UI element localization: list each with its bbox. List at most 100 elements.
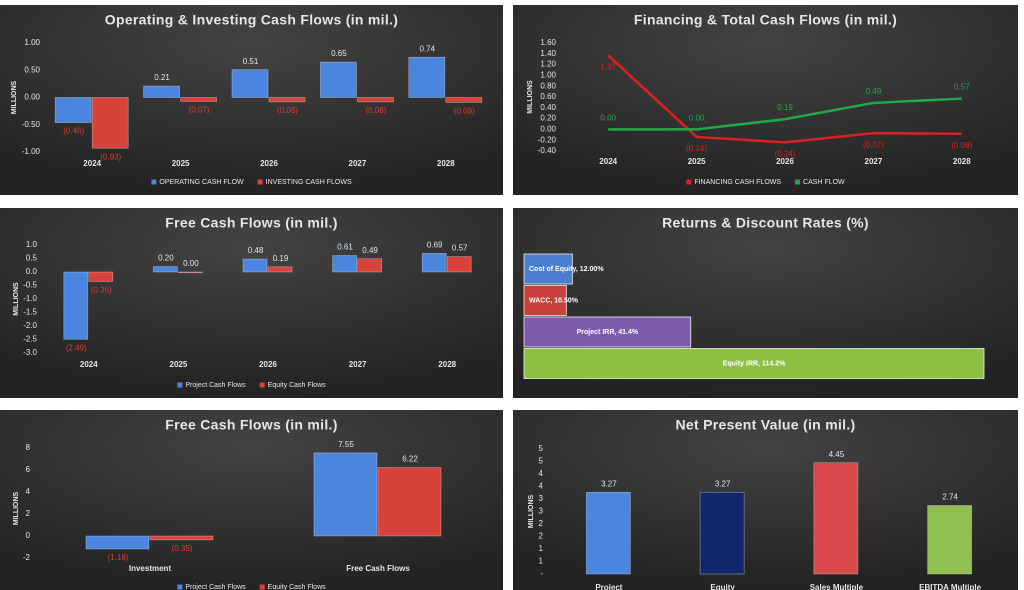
x-tick-label: 2024 <box>599 157 617 166</box>
y-axis-label: MILLIONS <box>528 494 535 528</box>
y-tick-label: -2.5 <box>23 335 37 344</box>
bar <box>523 316 692 348</box>
y-axis-label: MILLIONS <box>13 491 20 525</box>
value-label: (0.08) <box>277 106 298 115</box>
value-label: 0.19 <box>273 254 289 263</box>
legend: FINANCING CASH FLOWS CASH FLOW <box>686 179 845 186</box>
value-label: 0.74 <box>420 44 436 53</box>
value-label: (0.35) <box>172 544 193 553</box>
x-tick-label: 2026 <box>260 159 278 168</box>
bar <box>268 97 306 103</box>
value-label: 0.49 <box>362 246 378 255</box>
y-tick-label: -1.00 <box>22 147 41 156</box>
y-tick-label: 3 <box>539 494 544 503</box>
y-tick-label: 1.00 <box>24 38 40 47</box>
bar-label: WACC, 10.50% <box>529 297 579 304</box>
value-label: 7.55 <box>338 440 354 449</box>
y-tick-label: -0.5 <box>23 281 37 290</box>
bar <box>421 253 447 273</box>
value-label: (0.07) <box>863 140 884 149</box>
value-label: 3.27 <box>715 479 731 488</box>
x-tick-label: 2024 <box>83 159 101 168</box>
legend-label: INVESTING CASH FLOWS <box>266 179 352 186</box>
y-tick-label: 2 <box>539 532 544 541</box>
bar <box>586 491 631 575</box>
x-tick-label: Investment <box>129 564 172 573</box>
y-tick-label: 1 <box>539 544 544 553</box>
value-label: 0.61 <box>337 243 353 252</box>
bar <box>523 348 985 379</box>
bar <box>699 491 745 575</box>
bar-label: Project IRR, 41.4% <box>577 329 639 336</box>
bar <box>180 97 217 102</box>
legend-swatch <box>686 179 692 185</box>
x-tick-label: 2026 <box>259 360 277 369</box>
x-tick-label: Sales Multiple <box>810 583 864 590</box>
x-tick-label: 2025 <box>170 360 188 369</box>
y-tick-label: 0.80 <box>540 81 556 90</box>
legend-label: Equity Cash Flows <box>268 584 326 590</box>
y-tick-label: 1.00 <box>540 71 556 80</box>
line <box>607 54 962 144</box>
value-label: 0.19 <box>777 103 793 112</box>
value-label: 0.00 <box>183 259 199 268</box>
value-label: (0.09) <box>454 107 475 116</box>
legend-swatch <box>177 382 183 388</box>
x-tick-label: EBITDA Multiple <box>919 583 981 590</box>
legend-label: Equity Cash Flows <box>268 382 326 389</box>
y-tick-label: 2 <box>26 509 31 518</box>
x-tick-label: 2027 <box>349 159 367 168</box>
bar <box>149 535 214 541</box>
value-label: (0.07) <box>189 105 210 114</box>
chart-title: Free Cash Flows (in mil.) <box>165 417 337 433</box>
y-tick-label: 1 <box>539 557 544 566</box>
y-tick-label: 1.20 <box>540 60 556 69</box>
value-label: 0.48 <box>248 246 264 255</box>
y-tick-label: 4 <box>26 487 31 496</box>
legend: Project Cash Flows Equity Cash Flows <box>177 382 326 389</box>
bar <box>813 462 859 575</box>
bar <box>178 271 203 274</box>
value-label: (0.93) <box>100 152 121 161</box>
value-label: 6.22 <box>402 455 418 464</box>
bar <box>523 253 573 285</box>
bar <box>446 256 472 273</box>
value-label: 4.45 <box>829 450 845 459</box>
y-tick-label: -1.0 <box>23 294 37 303</box>
legend-swatch <box>259 382 265 388</box>
value-label: 0.57 <box>452 244 468 253</box>
value-label: 0.00 <box>689 114 705 123</box>
bar <box>91 97 129 149</box>
y-tick-label: 8 <box>26 443 31 452</box>
x-tick-label: 2028 <box>437 159 455 168</box>
bar <box>313 452 378 537</box>
bar <box>320 61 357 98</box>
bar <box>332 255 357 273</box>
y-tick-label: -0.50 <box>22 120 41 129</box>
bar-label: Cost of Equity, 12.00% <box>529 266 604 273</box>
bar <box>153 266 178 273</box>
legend-label: Project Cash Flows <box>185 584 246 590</box>
y-tick-label: 4 <box>539 469 544 478</box>
x-tick-label: Equity <box>710 583 735 590</box>
bar-label: Equity IRR, 114.2% <box>723 360 786 367</box>
y-tick-label: 0.60 <box>540 92 556 101</box>
value-label: 0.49 <box>866 87 882 96</box>
legend: OPERATING CASH FLOW INVESTING CASH FLOWS <box>151 179 352 186</box>
y-tick-label: 1.0 <box>26 240 38 249</box>
y-tick-label: 0.20 <box>540 114 556 123</box>
y-tick-label: 0.50 <box>24 65 40 74</box>
bar <box>357 97 394 103</box>
y-tick-label: 0.0 <box>26 267 38 276</box>
legend-swatch <box>795 179 801 185</box>
y-tick-label: 5 <box>539 444 544 453</box>
y-tick-label: -2.0 <box>23 321 37 330</box>
y-tick-label: -1.5 <box>23 308 37 317</box>
value-label: 0.65 <box>331 49 347 58</box>
x-tick-label: Free Cash Flows <box>346 564 410 573</box>
legend-swatch <box>177 584 183 590</box>
bar <box>377 467 442 537</box>
y-tick-label: 0.40 <box>540 103 556 112</box>
bar <box>267 266 293 273</box>
